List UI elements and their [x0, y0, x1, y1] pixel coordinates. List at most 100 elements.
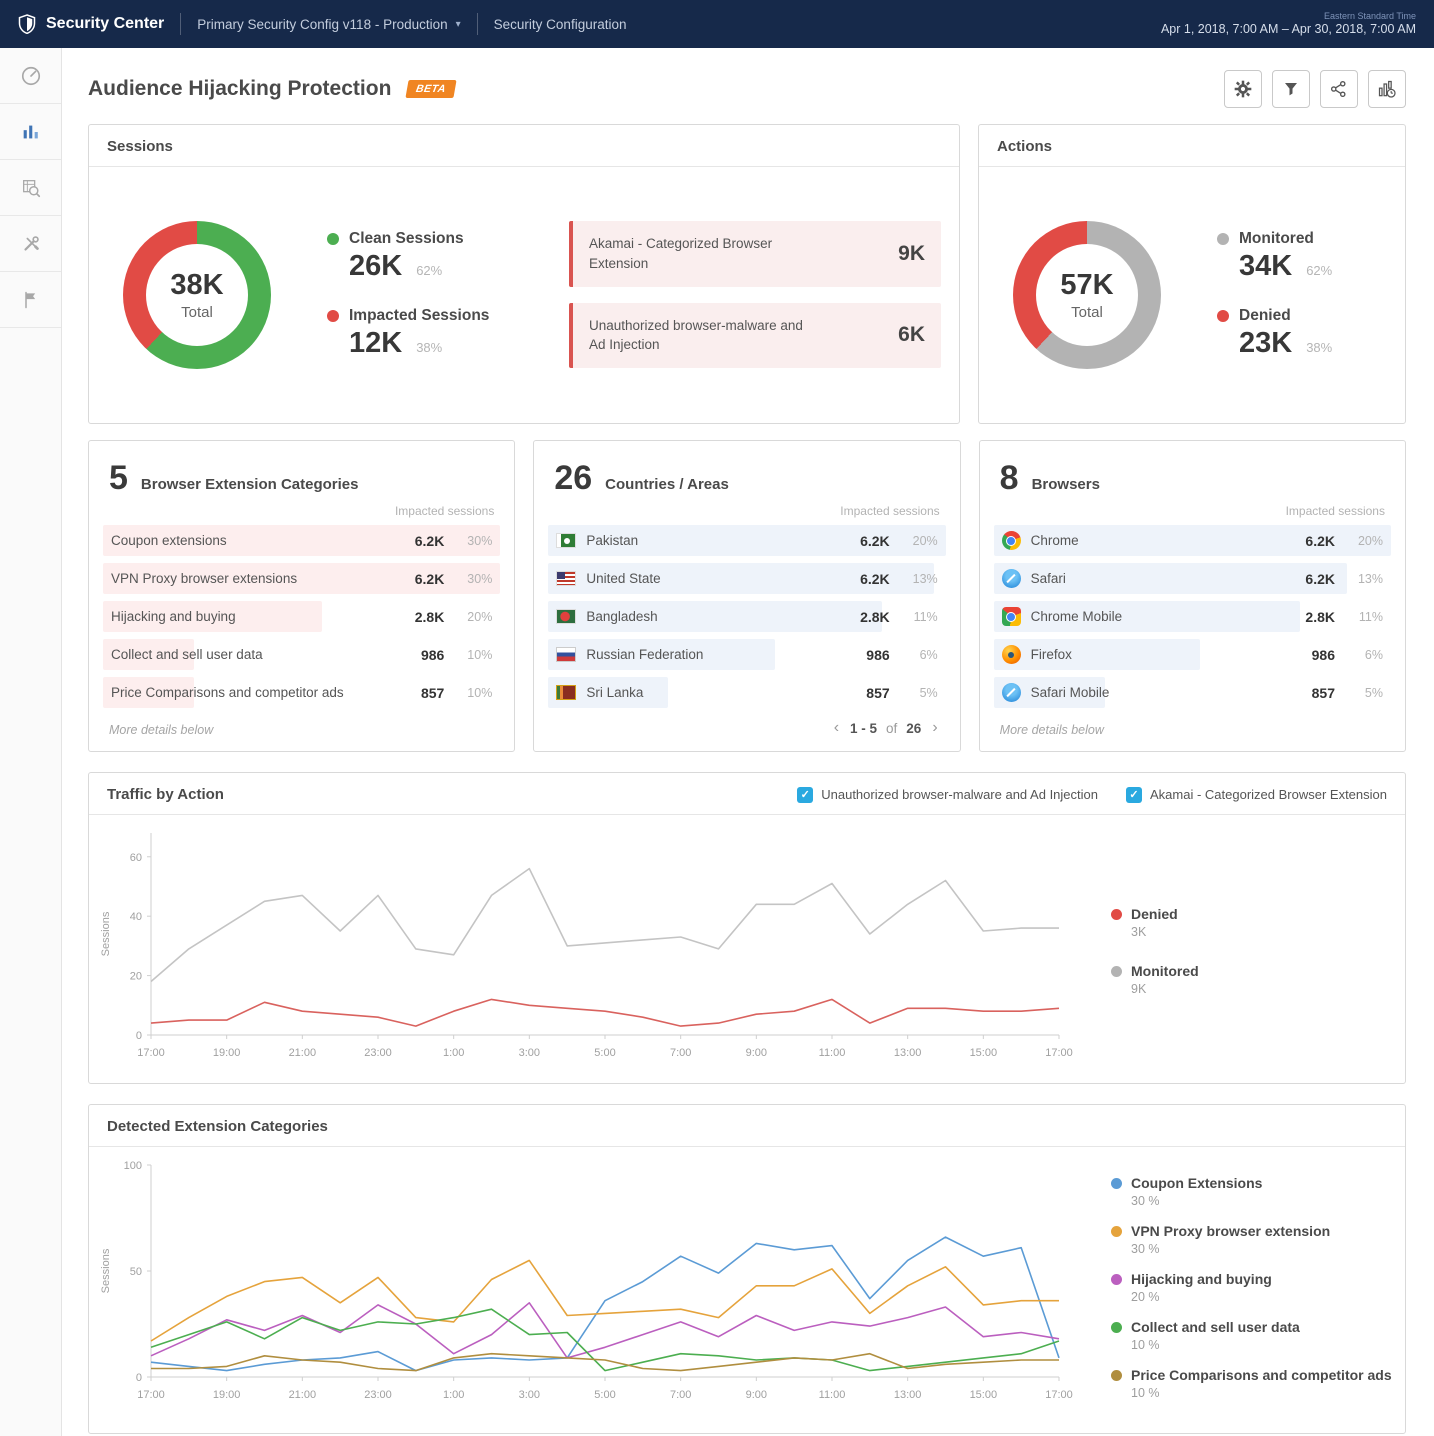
panel-title: Detected Extension Categories [107, 1118, 328, 1135]
legend-dot-icon [1111, 909, 1122, 920]
nav-item-security-configuration[interactable]: Security Configuration [494, 17, 627, 32]
item-label: Safari Mobile [1031, 685, 1283, 700]
svg-text:17:00: 17:00 [137, 1047, 165, 1059]
list-item[interactable]: Safari Mobile 857 5% [994, 677, 1391, 708]
detected-extension-categories-chart: 05010017:0019:0021:0023:001:003:005:007:… [95, 1151, 1075, 1413]
browsers-panel: 8 Browsers Impacted sessions Chrome 6.2K… [979, 440, 1406, 752]
pagination-next[interactable]: › [930, 719, 939, 737]
list-item[interactable]: Coupon extensions 6.2K 30% [103, 525, 500, 556]
legend-item: Price Comparisons and competitor ads 10 … [1111, 1367, 1399, 1400]
list-item[interactable]: VPN Proxy browser extensions 6.2K 30% [103, 563, 500, 594]
actions-panel: Actions 57K Total Monitored 34K 62% [978, 124, 1406, 424]
filter-button[interactable] [1272, 70, 1310, 108]
pagination-prev[interactable]: ‹ [832, 719, 841, 737]
item-value: 986 [838, 647, 890, 663]
list-item[interactable]: United State 6.2K 13% [548, 563, 945, 594]
item-label: Chrome Mobile [1031, 609, 1283, 624]
item-label: VPN Proxy browser extensions [111, 571, 392, 586]
item-label: Hijacking and buying [111, 609, 392, 624]
panel-count: 8 [1000, 459, 1019, 498]
panel-title: Traffic by Action [107, 786, 224, 803]
list-item[interactable]: Chrome 6.2K 20% [994, 525, 1391, 556]
svg-text:11:00: 11:00 [819, 1389, 846, 1401]
sessions-donut-chart: 38K Total [123, 221, 271, 369]
legend-sublabel: 9K [1111, 982, 1399, 996]
legend-value: 12K [349, 327, 402, 360]
svg-text:15:00: 15:00 [970, 1047, 998, 1059]
report-button[interactable] [1368, 70, 1406, 108]
svg-text:21:00: 21:00 [289, 1389, 317, 1401]
svg-text:17:00: 17:00 [137, 1389, 165, 1401]
sidebar-item-tools[interactable] [0, 216, 61, 272]
list-item[interactable]: Price Comparisons and competitor ads 857… [103, 677, 500, 708]
legend-sublabel: 10 % [1111, 1338, 1399, 1352]
traffic-by-action-panel: Traffic by Action ✓ Unauthorized browser… [88, 772, 1406, 1084]
legend-sublabel: 20 % [1111, 1290, 1399, 1304]
settings-button[interactable] [1224, 70, 1262, 108]
column-header: Impacted sessions [89, 502, 514, 525]
item-label: Safari [1031, 571, 1283, 586]
svg-text:Sessions: Sessions [100, 911, 112, 956]
checkbox-label: Unauthorized browser-malware and Ad Inje… [821, 787, 1098, 802]
legend-dot-icon [1111, 1370, 1122, 1381]
checkbox-icon[interactable]: ✓ [797, 787, 813, 803]
legend-dot-icon [1111, 966, 1122, 977]
svg-text:21:00: 21:00 [289, 1047, 317, 1059]
sidebar-item-analytics[interactable] [0, 104, 61, 160]
list-item[interactable]: Russian Federation 986 6% [548, 639, 945, 670]
impact-callout: Akamai - Categorized Browser Extension 9… [569, 221, 941, 286]
svg-text:3:00: 3:00 [519, 1389, 540, 1401]
browsers-list: Chrome 6.2K 20% Safari 6.2K 13% Chrome M… [980, 525, 1405, 715]
callout-value: 9K [898, 242, 925, 266]
svg-text:0: 0 [136, 1372, 142, 1384]
config-selector[interactable]: Primary Security Config v118 - Productio… [197, 17, 460, 32]
panel-title: Countries / Areas [605, 476, 729, 493]
list-item[interactable]: Sri Lanka 857 5% [548, 677, 945, 708]
browser-extension-categories-panel: 5 Browser Extension Categories Impacted … [88, 440, 515, 752]
share-button[interactable] [1320, 70, 1358, 108]
categories-list: Coupon extensions 6.2K 30% VPN Proxy bro… [89, 525, 514, 715]
item-percent: 11% [1335, 610, 1383, 624]
column-header: Impacted sessions [980, 502, 1405, 525]
svg-text:13:00: 13:00 [894, 1389, 922, 1401]
config-selector-label: Primary Security Config v118 - Productio… [197, 17, 447, 32]
date-range-picker[interactable]: Eastern Standard Time Apr 1, 2018, 7:00 … [1161, 11, 1416, 38]
legend-item: VPN Proxy browser extension 30 % [1111, 1223, 1399, 1256]
list-item[interactable]: Chrome Mobile 2.8K 11% [994, 601, 1391, 632]
pagination-of: of [886, 721, 897, 736]
item-percent: 5% [890, 686, 938, 700]
sidebar-item-dashboard[interactable] [0, 48, 61, 104]
checkbox-icon[interactable]: ✓ [1126, 787, 1142, 803]
more-details-note: More details below [980, 723, 1405, 751]
donut-total-label: Total [181, 304, 213, 321]
list-item[interactable]: Hijacking and buying 2.8K 20% [103, 601, 500, 632]
legend-item: Denied 3K [1111, 906, 1399, 939]
legend-percent: 62% [416, 263, 442, 278]
sidebar-item-flags[interactable] [0, 272, 61, 328]
callout-value: 6K [898, 323, 925, 347]
list-item[interactable]: Collect and sell user data 986 10% [103, 639, 500, 670]
share-icon [1330, 80, 1348, 98]
sidebar-item-explore[interactable] [0, 160, 61, 216]
legend-percent: 62% [1306, 263, 1332, 278]
list-item[interactable]: Pakistan 6.2K 20% [548, 525, 945, 556]
app-brand: Security Center [18, 14, 164, 34]
page-toolbar [1224, 70, 1406, 108]
actions-legend: Monitored 34K 62% Denied 23K 38% [1217, 230, 1332, 360]
list-item[interactable]: Bangladesh 2.8K 11% [548, 601, 945, 632]
more-details-note: More details below [89, 723, 514, 751]
shield-icon [18, 14, 36, 34]
legend-dot-icon [1111, 1274, 1122, 1285]
callout-label: Akamai - Categorized Browser Extension [589, 234, 819, 273]
legend-label: Denied [1131, 906, 1178, 922]
list-item[interactable]: Safari 6.2K 13% [994, 563, 1391, 594]
date-range-value: Apr 1, 2018, 7:00 AM – Apr 30, 2018, 7:0… [1161, 22, 1416, 38]
list-item[interactable]: Firefox 986 6% [994, 639, 1391, 670]
grid-search-icon [20, 177, 42, 199]
series-toggle-checkbox[interactable]: ✓ Unauthorized browser-malware and Ad In… [797, 787, 1098, 803]
donut-total: 57K [1060, 269, 1113, 302]
item-value: 857 [392, 685, 444, 701]
item-label: Sri Lanka [586, 685, 837, 700]
chevron-down-icon: ▾ [456, 19, 461, 30]
series-toggle-checkbox[interactable]: ✓ Akamai - Categorized Browser Extension [1126, 787, 1387, 803]
